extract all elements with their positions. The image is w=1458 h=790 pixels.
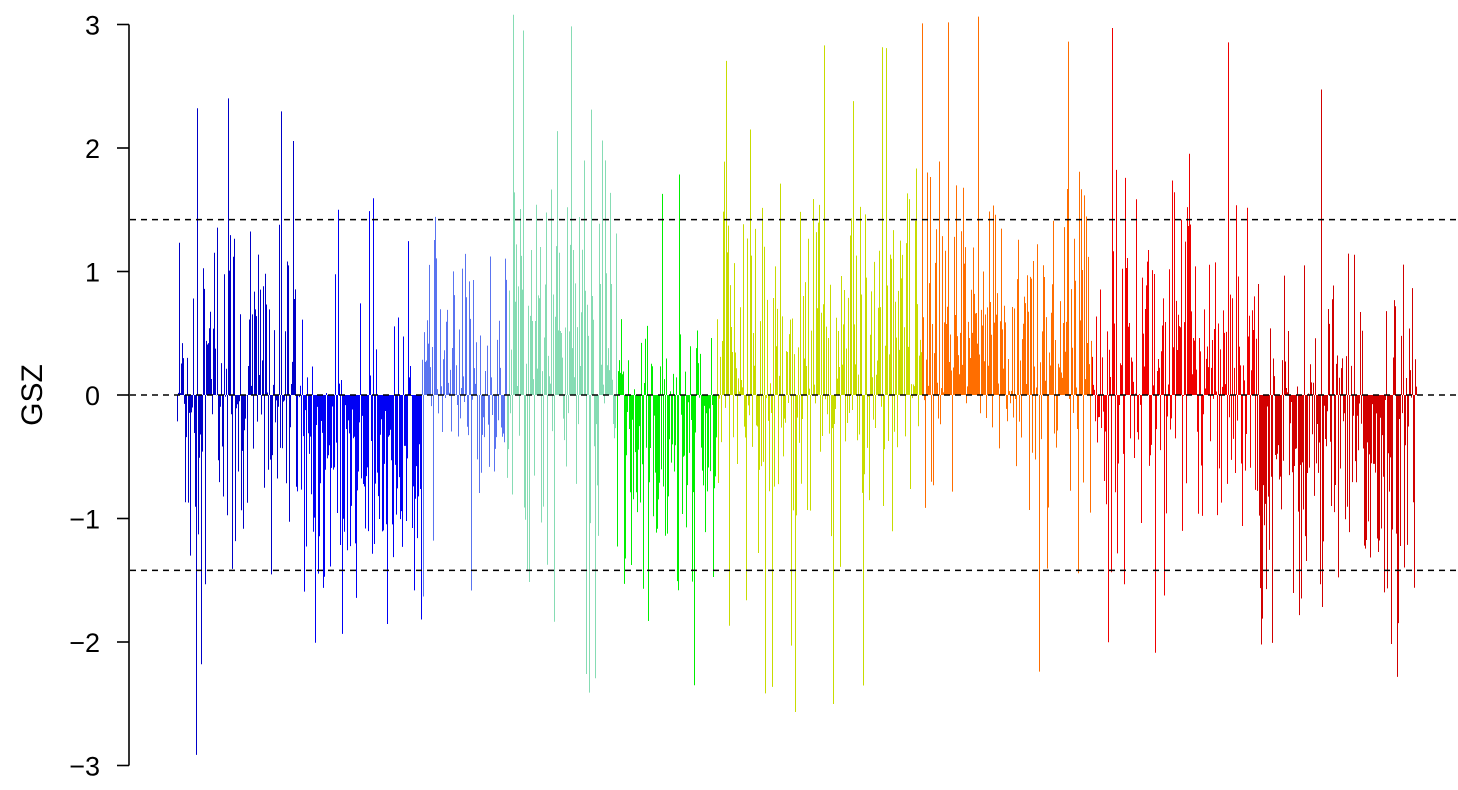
y-tick-label: −3: [69, 752, 100, 782]
reference-lines: [130, 218, 1458, 572]
y-tick-label: 3: [85, 11, 100, 41]
y-axis-title: GSZ: [16, 364, 49, 426]
y-tick-label: 1: [85, 258, 100, 288]
y-tick-label: −2: [69, 628, 100, 658]
bars-layer: [177, 14, 1417, 755]
y-axis: 3 2 1 0 −1 −2 −3: [69, 11, 130, 782]
y-tick-label: 2: [85, 134, 100, 164]
y-tick-label: 0: [85, 381, 100, 411]
y-tick-label: −1: [69, 505, 100, 535]
